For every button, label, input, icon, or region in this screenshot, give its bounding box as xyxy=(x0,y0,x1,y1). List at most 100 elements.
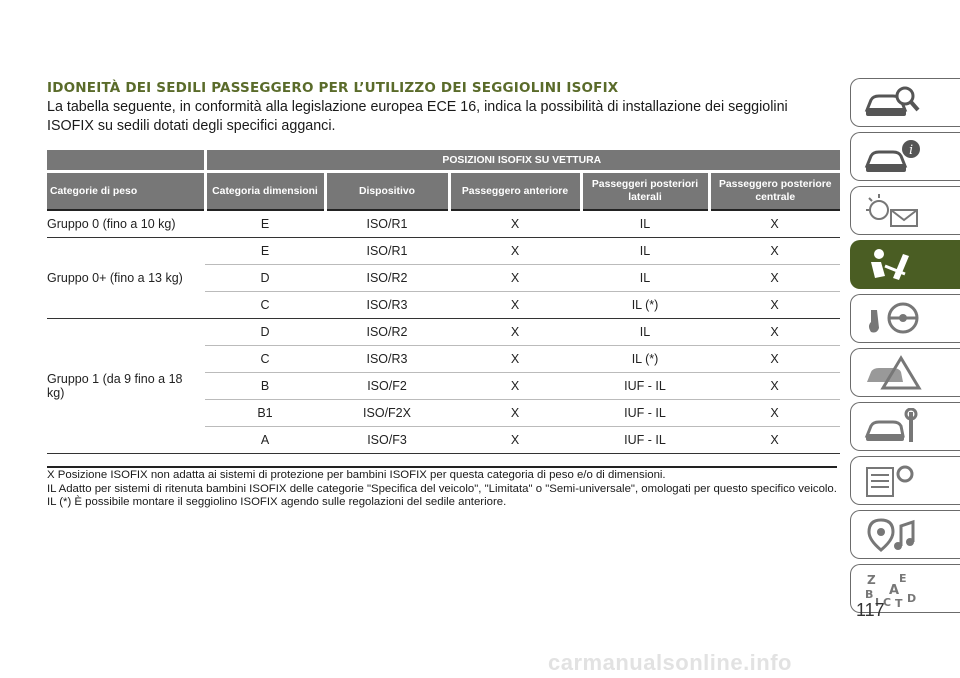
table-cell: IL xyxy=(581,237,709,265)
car-info-icon: i xyxy=(864,140,920,172)
table-cell: IUF - IL xyxy=(581,399,709,427)
header-spacer xyxy=(47,150,205,173)
svg-text:Z: Z xyxy=(867,573,876,587)
table-cell: X xyxy=(449,209,581,238)
table-cell: IUF - IL xyxy=(581,372,709,400)
table-cell: X xyxy=(709,237,841,265)
car-service-icon xyxy=(864,408,918,442)
technical-data-icon xyxy=(866,465,914,497)
table-cell: C xyxy=(205,291,325,319)
column-header: Dispositivo xyxy=(323,171,449,210)
table-cell: IL (*) xyxy=(581,345,709,373)
table-cell: X xyxy=(449,264,581,292)
tab-multimedia[interactable] xyxy=(850,510,960,559)
intro-paragraph: La tabella seguente, in conformità alla … xyxy=(47,99,788,134)
table-cell: X xyxy=(709,345,841,373)
multimedia-icon xyxy=(867,518,915,552)
svg-text:T: T xyxy=(895,597,903,608)
group-header: POSIZIONI ISOFIX SU VETTURA xyxy=(203,150,841,173)
column-header: Categorie di peso xyxy=(47,171,205,210)
table-cell: IL xyxy=(581,264,709,292)
table-cell: IL (*) xyxy=(581,291,709,319)
table-cell: ISO/R1 xyxy=(325,237,449,265)
table-cell: ISO/F2X xyxy=(325,399,449,427)
svg-text:B: B xyxy=(865,588,873,601)
table-cell: E xyxy=(205,237,325,265)
table-cell: D xyxy=(205,264,325,292)
tab-car-search[interactable] xyxy=(850,78,960,127)
table-cell: ISO/F2 xyxy=(325,372,449,400)
table-cell: X xyxy=(709,426,841,454)
svg-text:i: i xyxy=(909,143,913,158)
table-row: B ISO/F2 X IUF - IL X xyxy=(47,372,841,400)
isofix-table: POSIZIONI ISOFIX SU VETTURA Categorie di… xyxy=(47,150,841,454)
svg-text:E: E xyxy=(899,572,907,585)
table-cell: D xyxy=(205,318,325,346)
warning-lights-icon xyxy=(866,194,918,227)
car-emergency-icon xyxy=(867,355,922,390)
car-search-icon xyxy=(864,86,920,116)
table-cell: X xyxy=(709,399,841,427)
table-cell: ISO/R2 xyxy=(325,318,449,346)
table-cell: X xyxy=(449,291,581,319)
note-il-star: IL (*) È possibile montare il seggiolino… xyxy=(47,496,507,509)
tab-car-emergency[interactable] xyxy=(850,348,960,397)
table-cell: ISO/R3 xyxy=(325,291,449,319)
note-il: IL Adatto per sistemi di ritenuta bambin… xyxy=(47,482,837,495)
tab-car-service[interactable] xyxy=(850,402,960,451)
table-row: C ISO/R3 X IL (*) X xyxy=(47,345,841,373)
table-row: A ISO/F3 X IUF - IL X xyxy=(47,426,841,454)
table-cell: X xyxy=(449,345,581,373)
table-cell: X xyxy=(709,264,841,292)
table-cell: B1 xyxy=(205,399,325,427)
table-cell: X xyxy=(449,399,581,427)
page-number: 117 xyxy=(856,600,885,620)
svg-text:C: C xyxy=(883,596,891,608)
table-cell: E xyxy=(205,209,325,238)
steering-wheel-icon xyxy=(869,302,919,334)
table-cell: X xyxy=(709,209,841,238)
section-heading: IDONEITÀ DEI SEDILI PASSEGGERO PER L’UTI… xyxy=(47,80,619,96)
tab-technical-data[interactable] xyxy=(850,456,960,505)
weight-group-label: Gruppo 0+ (fino a 13 kg) xyxy=(47,237,205,319)
table-row: B1 ISO/F2X X IUF - IL X xyxy=(47,399,841,427)
tab-seat-safety[interactable] xyxy=(850,240,960,289)
column-header: Passeggeri posteriori laterali xyxy=(579,171,709,210)
table-cell: ISO/R2 xyxy=(325,264,449,292)
table-cell: IL xyxy=(581,209,709,238)
table-row: Gruppo 1 (da 9 fino a 18 kg) D ISO/R2 X IL X xyxy=(47,318,841,454)
table-cell: ISO/R1 xyxy=(325,209,449,238)
table-cell: IUF - IL xyxy=(581,426,709,454)
svg-text:D: D xyxy=(907,592,916,605)
table-row: Gruppo 0 (fino a 10 kg) E ISO/R1 X IL X xyxy=(47,209,841,238)
table-cell: X xyxy=(449,372,581,400)
column-header: Passeggero anteriore xyxy=(447,171,581,210)
table-cell: ISO/F3 xyxy=(325,426,449,454)
table-row: Gruppo 0+ (fino a 13 kg) E ISO/R1 X IL X xyxy=(47,237,841,319)
table-row: C ISO/R3 X IL (*) X xyxy=(47,291,841,319)
table-cell: X xyxy=(449,426,581,454)
tab-car-info[interactable]: i xyxy=(850,132,960,181)
column-header: Passeggero posteriore centrale xyxy=(707,171,841,210)
seat-safety-icon xyxy=(871,249,909,280)
table-cell: ISO/R3 xyxy=(325,345,449,373)
note-x: X Posizione ISOFIX non adatta ai sistemi… xyxy=(47,469,666,481)
table-cell: X xyxy=(709,372,841,400)
table-cell: X xyxy=(449,318,581,346)
table-cell: IL xyxy=(581,318,709,346)
svg-text:I: I xyxy=(875,596,879,608)
table-row: D ISO/R2 X IL X xyxy=(47,264,841,292)
weight-group-label: Gruppo 0 (fino a 10 kg) xyxy=(47,209,205,238)
watermark: carmanualsonline.info xyxy=(548,650,792,675)
weight-group-label: Gruppo 1 (da 9 fino a 18 kg) xyxy=(47,318,205,454)
table-cell: X xyxy=(709,291,841,319)
table-cell: C xyxy=(205,345,325,373)
table-cell: X xyxy=(709,318,841,346)
svg-text:A: A xyxy=(889,583,899,598)
tab-steering-wheel[interactable] xyxy=(850,294,960,343)
tab-warning-lights[interactable] xyxy=(850,186,960,235)
table-cell: B xyxy=(205,372,325,400)
column-header: Categoria dimensioni xyxy=(203,171,325,210)
notes: X Posizione ISOFIX non adatta ai sistemi… xyxy=(47,466,837,510)
tab-alphabetical-index[interactable]: Z E A B D I C T xyxy=(850,564,960,613)
